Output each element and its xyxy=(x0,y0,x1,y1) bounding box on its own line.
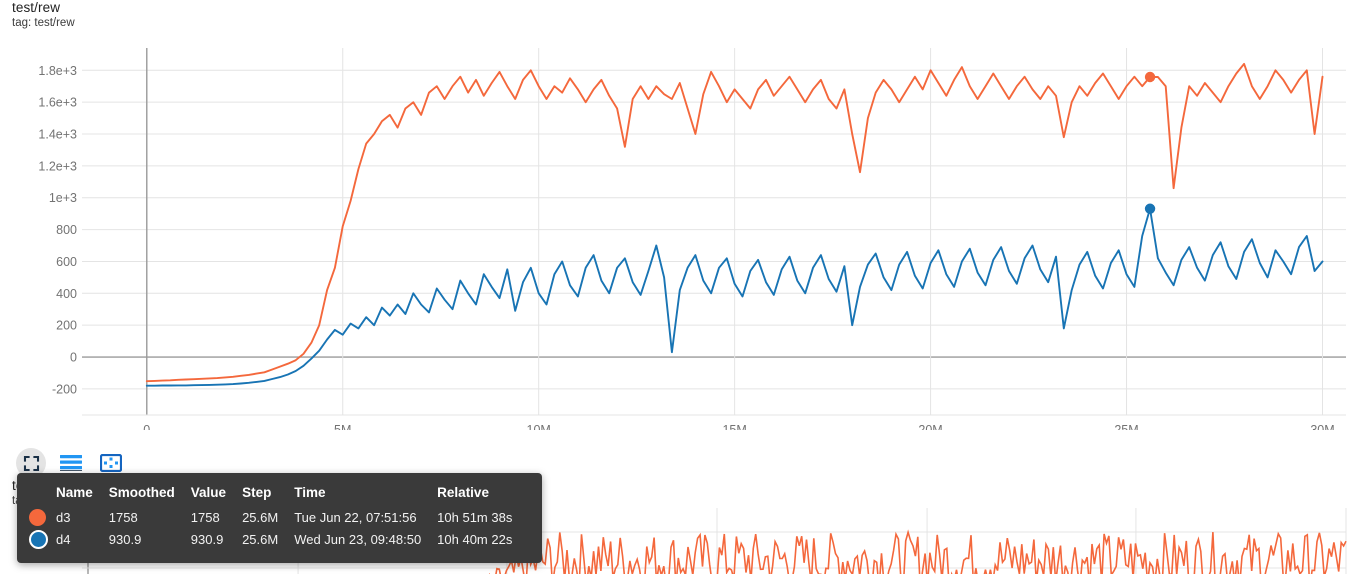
svg-text:30M: 30M xyxy=(1310,423,1334,430)
tooltip-cell-smoothed: 930.9 xyxy=(108,532,142,547)
svg-text:5M: 5M xyxy=(334,423,351,430)
tooltip-header-row: Name Smoothed Value Step Time Relative xyxy=(29,485,528,507)
svg-text:0: 0 xyxy=(70,351,77,365)
svg-text:200: 200 xyxy=(56,319,77,333)
series-color-swatch xyxy=(29,507,56,528)
tooltip-table: Name Smoothed Value Step Time Relative d… xyxy=(29,485,528,551)
svg-text:400: 400 xyxy=(56,287,77,301)
svg-text:1.6e+3: 1.6e+3 xyxy=(38,96,77,110)
tooltip-col-smoothed: Smoothed xyxy=(108,485,175,500)
data-table-icon[interactable] xyxy=(56,448,86,478)
tooltip-cell-step: 25.6M xyxy=(242,532,279,547)
tooltip-col-time: Time xyxy=(294,485,326,500)
svg-text:600: 600 xyxy=(56,255,77,269)
tooltip-row: d4 930.9 930.9 25.6M Wed Jun 23, 09:48:5… xyxy=(29,528,528,551)
plot-area[interactable]: -200 0 200 400 600 800 1e+3 1.2e+3 1.4e+3 1.6e+3 1… xyxy=(0,30,1358,430)
tooltip-col-relative: Relative xyxy=(437,485,489,500)
scalar-line-chart[interactable]: -200 0 200 400 600 800 1e+3 1.2e+3 1.4e+3 1.6e+3 1… xyxy=(0,30,1358,430)
series-dot-icon xyxy=(29,530,48,549)
tooltip-cell-name: d3 xyxy=(56,510,71,525)
series-color-swatch xyxy=(29,528,56,551)
tooltip-col-value: Value xyxy=(190,485,227,500)
svg-text:25M: 25M xyxy=(1114,423,1138,430)
tooltip-cell-relative: 10h 51m 38s xyxy=(437,510,513,525)
svg-text:1.2e+3: 1.2e+3 xyxy=(38,159,77,173)
svg-text:0: 0 xyxy=(143,423,150,430)
tooltip-cell-time: Tue Jun 22, 07:51:56 xyxy=(294,510,417,525)
chart-tooltip: Name Smoothed Value Step Time Relative d… xyxy=(17,473,543,563)
tooltip-cell-value: 930.9 xyxy=(190,532,224,547)
series-dot-icon xyxy=(29,509,46,526)
svg-text:10M: 10M xyxy=(527,423,551,430)
chart-subtitle: tag: test/rew xyxy=(12,17,75,29)
tooltip-cell-value: 1758 xyxy=(190,510,220,525)
svg-text:-200: -200 xyxy=(52,382,77,396)
tooltip-col-name: Name xyxy=(56,485,93,500)
svg-text:15M: 15M xyxy=(722,423,746,430)
tooltip-cell-name: d4 xyxy=(56,532,71,547)
chart-title: test/rew xyxy=(12,0,61,15)
tooltip-cell-relative: 10h 40m 22s xyxy=(437,532,513,547)
svg-text:1.8e+3: 1.8e+3 xyxy=(38,64,77,78)
tooltip-col-swatch xyxy=(29,485,56,507)
tooltip-cell-step: 25.6M xyxy=(242,510,279,525)
chart-card-test-rew: test/rew tag: test/rew -200 0 200 400 600 800… xyxy=(0,0,1358,478)
svg-text:800: 800 xyxy=(56,223,77,237)
fit-domain-icon[interactable] xyxy=(96,448,126,478)
tooltip-col-step: Step xyxy=(242,485,272,500)
svg-text:1.4e+3: 1.4e+3 xyxy=(38,128,77,142)
svg-text:1e+3: 1e+3 xyxy=(49,191,77,205)
tooltip-cell-smoothed: 1758 xyxy=(108,510,138,525)
svg-text:20M: 20M xyxy=(918,423,942,430)
tooltip-row: d3 1758 1758 25.6M Tue Jun 22, 07:51:56 … xyxy=(29,507,528,528)
tooltip-cell-time: Wed Jun 23, 09:48:50 xyxy=(294,532,422,547)
